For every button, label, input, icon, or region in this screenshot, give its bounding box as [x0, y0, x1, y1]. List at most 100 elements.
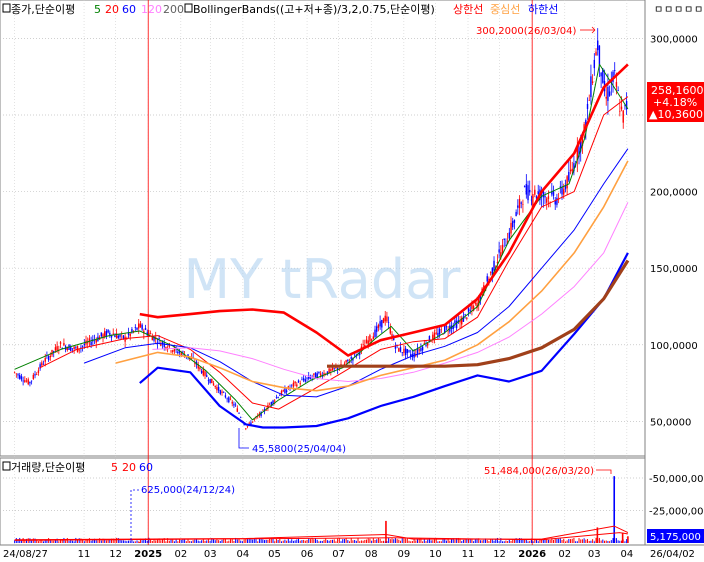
candle-body — [513, 219, 516, 223]
candle-body — [382, 318, 385, 324]
candle-body — [226, 398, 228, 400]
candle-body — [391, 334, 393, 338]
window-button-4[interactable]: ㅁ — [684, 5, 693, 16]
candle-body — [13, 371, 16, 373]
price-low-label: 45,5800(25/04/04) — [252, 444, 346, 455]
candle-body — [404, 348, 407, 356]
current-price-background — [647, 82, 704, 122]
candle-body — [219, 390, 222, 394]
candle-body — [229, 398, 232, 400]
line-series-120 — [152, 202, 629, 382]
window-buttons: ㅁ ㅁ ㅁ ㅁ ㅁ — [654, 5, 703, 16]
candle-body — [510, 222, 512, 234]
candle-body — [544, 195, 546, 198]
candle-body — [90, 341, 92, 345]
candle-body — [228, 397, 230, 403]
candle-body — [268, 404, 271, 406]
volume-legend: 거래량,단순이평 5 20 60 — [2, 461, 153, 474]
candle-body — [292, 382, 295, 387]
candle-body — [520, 202, 522, 204]
window-button-3[interactable]: ㅁ — [674, 5, 683, 16]
volume-high-arrow — [596, 469, 612, 474]
legend-ma-120: 120 — [141, 3, 162, 16]
candle-body — [445, 326, 448, 328]
x-axis: 24/08/27 11 12 2025 02 03 04 05 06 07 08 09 10 11 12 20… — [3, 549, 695, 560]
candle-body — [438, 329, 441, 335]
candle-body — [323, 372, 325, 375]
candle-body — [54, 347, 57, 351]
candle-body — [158, 338, 160, 339]
candle-body — [423, 343, 426, 345]
candle-body — [182, 351, 184, 353]
line-series-상한선 — [139, 63, 629, 357]
candle-body — [529, 189, 531, 193]
window-button-2[interactable]: ㅁ — [664, 5, 673, 16]
candle-body — [554, 199, 556, 205]
x-tick-label: 11 — [462, 549, 475, 560]
volume-legend-title: 거래량,단순이평 — [11, 461, 85, 474]
candle-body — [297, 380, 300, 383]
legend-ma-200: 200 — [163, 3, 184, 16]
candle-body — [240, 417, 242, 418]
candle-body — [333, 368, 335, 369]
x-tick-label: 12 — [493, 549, 506, 560]
candle-body — [331, 366, 334, 371]
candle-body — [115, 333, 118, 339]
candle-body — [374, 329, 376, 337]
candle-body — [277, 396, 279, 398]
candle-body — [66, 347, 69, 351]
candle-body — [454, 320, 456, 324]
candle-body — [622, 110, 624, 123]
candle-body — [153, 336, 155, 341]
x-tick-label: 2025 — [134, 549, 162, 560]
candle-body — [139, 323, 142, 328]
candle-body — [418, 349, 420, 351]
volume-legend-toggle-icon[interactable] — [2, 461, 11, 471]
candle-body — [51, 349, 53, 356]
bollinger-toggle-icon[interactable] — [184, 3, 193, 13]
x-tick-label: 24/08/27 — [3, 549, 48, 560]
candle-body — [78, 349, 80, 351]
candle-body — [204, 371, 206, 376]
candle-body — [326, 371, 329, 375]
candle-body — [262, 410, 264, 411]
candle-body — [44, 358, 46, 362]
candle-body — [522, 204, 524, 205]
x-tick-label: 04 — [237, 549, 250, 560]
candle-body — [442, 334, 444, 335]
candle-body — [394, 345, 397, 349]
candle-body — [83, 343, 86, 346]
top-legend: 종가,단순이평 5 20 60 120 200 BollingerBands((… — [2, 2, 558, 16]
candle-body — [620, 106, 623, 110]
candle-body — [452, 325, 454, 329]
x-tick-label: 04 — [620, 549, 633, 560]
candle-body — [503, 238, 505, 241]
x-end-label: 26/04/02 — [650, 549, 695, 560]
candle-body — [370, 339, 373, 341]
candle-body — [403, 348, 405, 353]
candle-body — [119, 334, 121, 337]
candle-body — [285, 390, 288, 393]
legend-toggle-icon[interactable] — [2, 3, 11, 13]
candle-body — [117, 335, 120, 338]
window-button-1[interactable]: ㅁ — [654, 5, 663, 16]
candle-body — [238, 413, 240, 414]
x-tick-label: 03 — [204, 549, 217, 560]
window-button-5[interactable]: ㅁ — [694, 5, 703, 16]
candle-body — [491, 267, 494, 276]
candle-body — [19, 375, 21, 379]
candle-body — [24, 380, 26, 383]
candle-body — [39, 364, 41, 369]
legend-ma-60: 60 — [122, 3, 136, 16]
line-series-60 — [83, 148, 629, 398]
candle-body — [221, 391, 223, 393]
candle-body — [523, 186, 526, 188]
candle-body — [177, 351, 179, 354]
candle-body — [563, 189, 565, 195]
candle-body — [32, 374, 35, 379]
candle-body — [304, 379, 307, 382]
candle-body — [275, 397, 278, 399]
candle-body — [501, 244, 504, 254]
candle-body — [467, 308, 470, 312]
candle-body — [105, 331, 108, 337]
